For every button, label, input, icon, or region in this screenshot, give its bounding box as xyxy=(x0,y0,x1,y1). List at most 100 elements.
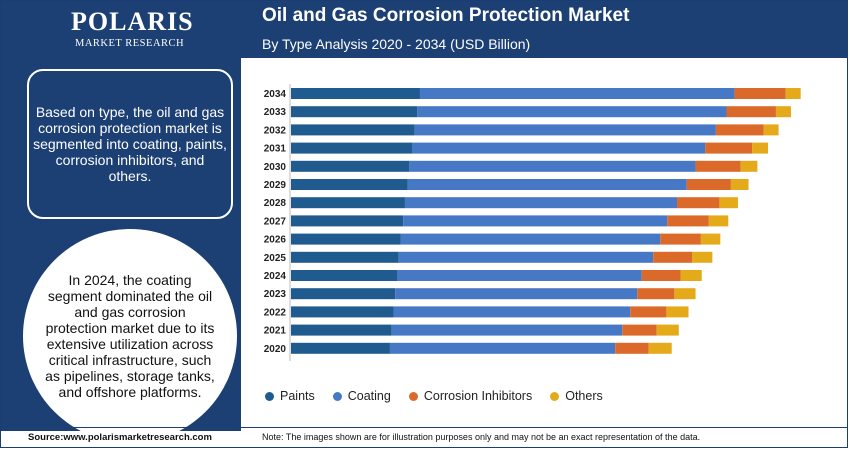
y-tick-label: 2028 xyxy=(264,198,287,209)
bar-segment-corrosion-inhibitors xyxy=(686,179,731,190)
bar-segment-coating xyxy=(417,106,727,118)
y-tick-label: 2027 xyxy=(264,216,287,227)
legend-swatch xyxy=(408,391,418,401)
bar-segment-others xyxy=(775,106,791,118)
bar-segment-coating xyxy=(403,215,668,227)
legend-label: Paints xyxy=(280,389,315,403)
bar-segment-coating xyxy=(400,233,661,245)
bar-segment-paints xyxy=(291,288,396,300)
bar-segment-corrosion-inhibitors xyxy=(637,288,675,300)
bar-segment-paints xyxy=(291,306,394,318)
left-panel: POLARIS MARKET RESEARCH Based on type, t… xyxy=(1,1,241,431)
legend-swatch xyxy=(265,391,274,401)
info-box: Based on type, the oil and gas corrosion… xyxy=(27,69,233,219)
bar-segment-paints xyxy=(291,160,410,172)
bar-segment-others xyxy=(656,324,679,336)
bar-segment-paints xyxy=(291,124,415,136)
stacked-bar-chart: 2034 2033 2032 2031 2030 2029 2028 2027 2026 2025… xyxy=(264,84,801,361)
y-tick-label: 2025 xyxy=(264,253,287,264)
bar-segment-corrosion-inhibitors xyxy=(726,106,776,118)
bar-segment-others xyxy=(740,160,758,172)
y-tick-label: 2026 xyxy=(264,235,287,246)
legend-label: Others xyxy=(565,389,603,403)
footer-divider xyxy=(1,427,848,428)
bar-segment-corrosion-inhibitors xyxy=(660,233,701,245)
bar-segment-corrosion-inhibitors xyxy=(715,124,764,136)
bar-segment-coating xyxy=(414,124,716,136)
highlight-circle-text: In 2024, the coating segment dominated t… xyxy=(45,272,215,400)
bar-segment-coating xyxy=(391,324,623,336)
brand-logo: POLARIS xyxy=(71,7,194,36)
chart-legend: Paints Coating Corrosion Inhibitors Others xyxy=(265,389,603,403)
bar-segment-others xyxy=(719,197,738,209)
bar-segment-coating xyxy=(389,342,616,354)
highlight-circle: In 2024, the coating segment dominated t… xyxy=(23,229,237,431)
bar-segment-corrosion-inhibitors xyxy=(641,270,681,281)
bar-segment-paints xyxy=(291,270,397,281)
bar-segment-paints xyxy=(291,251,399,263)
bar-segment-coating xyxy=(419,88,735,99)
legend-label: Corrosion Inhibitors xyxy=(423,389,533,403)
bar-segment-coating xyxy=(407,179,687,190)
bar-segment-corrosion-inhibitors xyxy=(622,324,657,336)
bar-segment-others xyxy=(674,288,696,300)
bar-segment-coating xyxy=(397,270,642,281)
brand-subtitle: MARKET RESEARCH xyxy=(75,38,185,49)
y-tick-label: 2020 xyxy=(264,344,287,355)
bar-segment-corrosion-inhibitors xyxy=(734,88,786,99)
bar-segment-paints xyxy=(291,215,404,227)
legend-swatch xyxy=(332,391,342,401)
disclaimer-note: Note: The images shown are for illustrat… xyxy=(262,432,701,442)
bar-segment-paints xyxy=(291,88,420,99)
bar-segment-corrosion-inhibitors xyxy=(667,215,709,227)
bar-segment-coating xyxy=(412,142,706,154)
source-text: Source:www.polarismarketresearch.com xyxy=(28,432,212,443)
bar-segment-coating xyxy=(398,251,654,263)
y-tick-label: 2034 xyxy=(264,89,287,100)
legend-item: Paints xyxy=(265,389,315,403)
chart-subtitle: By Type Analysis 2020 - 2034 (USD Billio… xyxy=(262,36,531,52)
legend-swatch xyxy=(550,391,560,401)
legend-item: Corrosion Inhibitors xyxy=(408,389,533,403)
bar-segment-paints xyxy=(291,142,413,154)
y-tick-label: 2029 xyxy=(264,180,287,191)
chart-title: Oil and Gas Corrosion Protection Market xyxy=(262,5,630,26)
bar-segment-coating xyxy=(395,288,638,300)
bar-segment-paints xyxy=(291,197,405,209)
bar-segment-coating xyxy=(409,160,696,172)
legend-item: Others xyxy=(550,389,603,403)
y-tick-label: 2021 xyxy=(264,326,287,337)
bar-segment-others xyxy=(700,233,721,245)
bar-segment-others xyxy=(708,215,729,227)
bar-segment-corrosion-inhibitors xyxy=(705,142,753,154)
bar-segment-others xyxy=(680,270,702,281)
bar-segment-others xyxy=(752,142,768,154)
bar-segment-corrosion-inhibitors xyxy=(630,306,667,318)
info-box-text: Based on type, the oil and gas corrosion… xyxy=(33,104,227,184)
bar-segment-paints xyxy=(291,324,392,336)
bar-segment-others xyxy=(730,179,749,190)
bar-segment-others xyxy=(692,251,713,263)
bar-segment-paints xyxy=(291,342,390,354)
bar-segment-paints xyxy=(291,233,401,245)
bar-segment-coating xyxy=(404,197,678,209)
bar-segment-corrosion-inhibitors xyxy=(695,160,741,172)
bar-segment-others xyxy=(763,124,779,136)
y-tick-label: 2031 xyxy=(264,144,287,155)
bar-segment-coating xyxy=(393,306,631,318)
bar-segment-corrosion-inhibitors xyxy=(653,251,693,263)
y-tick-label: 2023 xyxy=(264,289,287,300)
bar-segment-paints xyxy=(291,179,408,190)
header-band xyxy=(241,1,848,58)
bar-segment-corrosion-inhibitors xyxy=(615,342,649,354)
legend-item: Coating xyxy=(332,389,391,403)
legend-label: Coating xyxy=(347,389,391,403)
bar-segment-others xyxy=(648,342,672,354)
y-tick-label: 2033 xyxy=(264,107,287,118)
y-tick-label: 2024 xyxy=(264,271,287,282)
bar-segment-others xyxy=(785,88,801,99)
bar-segment-paints xyxy=(291,106,418,118)
y-tick-label: 2030 xyxy=(264,162,287,173)
bar-segment-others xyxy=(666,306,689,318)
